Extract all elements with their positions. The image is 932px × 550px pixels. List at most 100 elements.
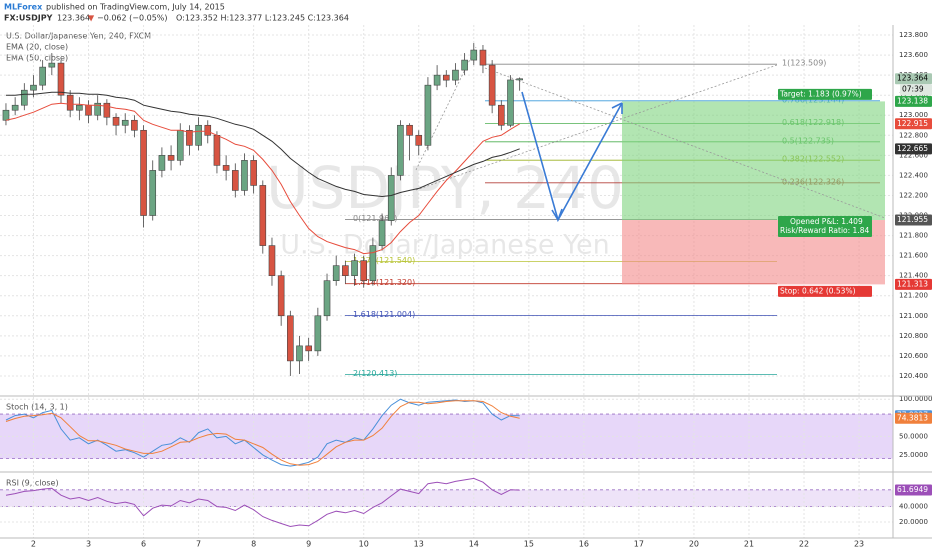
price-badge-bg — [895, 95, 932, 107]
candle-body — [314, 315, 322, 352]
candle-body — [213, 134, 221, 166]
pane-title: U.S. Dollar/Japanese Yen, 240, FXCM — [6, 32, 151, 41]
candle-body — [397, 124, 404, 176]
price-badge-bg — [895, 214, 932, 226]
x-tick-label: 8 — [251, 540, 256, 549]
candle-body — [296, 345, 303, 362]
series-line — [5, 398, 520, 467]
series-line — [5, 102, 520, 255]
candle-body — [479, 49, 487, 66]
price-badge-bg — [895, 278, 932, 290]
position-label-bg — [778, 285, 872, 297]
candle-body — [369, 245, 377, 281]
candle-body — [387, 175, 395, 221]
candle-body — [48, 62, 56, 68]
y-tick-label: 120.400 — [899, 372, 928, 380]
x-tick-label: 22 — [799, 540, 809, 549]
symbol: FX:USDJPY — [4, 14, 53, 23]
watermark-symbol: USDJPY, 240 — [266, 154, 624, 222]
change-arrow: ▼ — [88, 14, 95, 23]
candle-body — [323, 280, 331, 317]
candle-body — [158, 155, 166, 171]
x-tick-label: 3 — [86, 540, 91, 549]
y-tick-label: 122.200 — [899, 191, 928, 199]
candle-body — [305, 345, 312, 352]
candle-body — [470, 49, 478, 61]
ohlc: O:123.352 H:123.377 L:123.245 C:123.364 — [176, 14, 349, 23]
x-tick-label: 20 — [689, 540, 699, 549]
candle-body — [195, 124, 202, 146]
candle-body — [360, 260, 368, 281]
publisher: MLForex — [4, 3, 43, 12]
candle-body — [488, 64, 496, 106]
candle-body — [250, 160, 257, 186]
legend-entry: EMA (20, close) — [6, 43, 68, 52]
candle-body — [112, 116, 120, 126]
candle-body — [231, 170, 239, 191]
candle-body — [131, 119, 138, 131]
candle-body — [176, 129, 184, 161]
fib-label: 1.618(121.004) — [353, 310, 415, 319]
y-tick-label: 121.000 — [899, 312, 928, 320]
pane-title: Stoch (14, 3, 1) — [6, 403, 68, 412]
fib-label: 1(123.509) — [782, 59, 826, 68]
x-tick-label: 13 — [414, 540, 424, 549]
y-tick-label: 100.0000 — [899, 395, 932, 403]
candle-body — [222, 165, 230, 171]
position-label-bg — [778, 88, 872, 100]
x-tick-label: 23 — [854, 540, 864, 549]
candle-body — [287, 315, 294, 362]
candle-body — [103, 102, 111, 118]
y-tick-label: 122.400 — [899, 171, 928, 179]
candle-body — [204, 124, 212, 136]
indicator-badge: 61.6949 — [897, 485, 928, 494]
candle-body — [277, 275, 285, 317]
candle-body — [442, 74, 450, 81]
candle-body — [461, 59, 468, 71]
y-tick-label: 120.800 — [899, 332, 928, 340]
position-label: Target: 1.183 (0.97%) — [779, 89, 862, 98]
candle-body — [85, 104, 92, 116]
indicator-badge-bg — [895, 412, 932, 424]
y-tick-label: 121.800 — [899, 232, 928, 240]
y-tick-label: 20.0000 — [899, 518, 928, 526]
candle-body — [351, 260, 358, 276]
x-tick-label: 21 — [744, 540, 754, 549]
x-tick-label: 16 — [579, 540, 589, 549]
y-tick-label: 121.400 — [899, 272, 928, 280]
y-tick-label: 121.600 — [899, 252, 928, 260]
series-line — [5, 477, 520, 528]
candle-body — [259, 185, 267, 246]
candle-body — [332, 265, 340, 281]
candle-body — [507, 79, 514, 126]
trend-line — [484, 67, 886, 219]
candle-body — [39, 66, 46, 86]
trend-line — [415, 46, 477, 171]
x-tick-label: 15 — [524, 540, 534, 549]
fib-label: 0(121.961) — [353, 214, 397, 223]
candle-body — [268, 245, 276, 276]
candle-body — [94, 102, 101, 116]
x-tick-label: 9 — [306, 540, 311, 549]
price-badge: 123.364 — [897, 74, 928, 83]
fib-label: 1.414(121.320) — [353, 278, 415, 287]
position-label: Risk/Reward Ratio: 1.84 — [780, 226, 869, 235]
price-badge: 121.313 — [897, 279, 928, 288]
y-tick-label: 50.0000 — [899, 432, 928, 440]
pane-title: RSI (9, close) — [6, 479, 59, 488]
arrow-head — [611, 102, 623, 114]
fib-label: 1.272(121.540) — [353, 256, 415, 265]
indicator-badge: 74.3813 — [897, 413, 928, 422]
price-badge-bg — [895, 73, 932, 85]
position-label: Stop: 0.642 (0.53%) — [780, 286, 856, 295]
series-line — [6, 91, 520, 198]
candle-body — [378, 220, 386, 246]
y-tick-label: 122.800 — [899, 131, 928, 139]
x-tick-label: 17 — [634, 540, 644, 549]
y-tick-label: 40.0000 — [899, 503, 928, 511]
y-tick-label: 121.200 — [899, 292, 928, 300]
candle-body — [140, 129, 147, 216]
y-tick-label: 123.000 — [899, 111, 928, 119]
arrow-head — [551, 208, 563, 221]
